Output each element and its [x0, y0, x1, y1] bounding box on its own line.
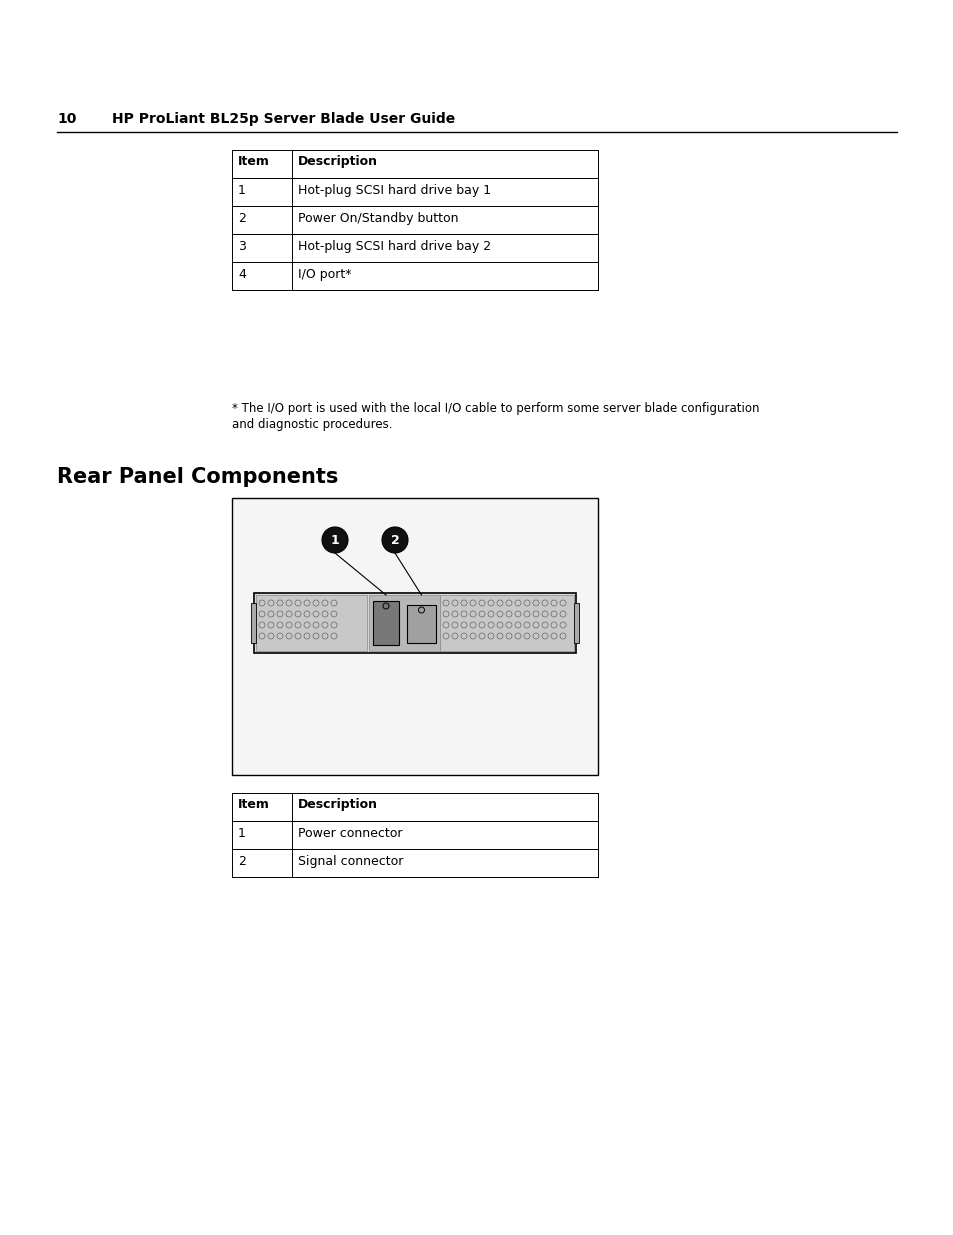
- Text: 2: 2: [237, 855, 246, 868]
- Bar: [255, 595, 367, 651]
- Text: 1: 1: [331, 534, 339, 547]
- Bar: [232, 498, 598, 776]
- Text: 1: 1: [237, 827, 246, 840]
- Text: 1: 1: [237, 184, 246, 198]
- Text: Power connector: Power connector: [297, 827, 402, 840]
- Bar: [253, 593, 576, 653]
- Bar: [369, 595, 439, 651]
- Bar: [574, 603, 578, 643]
- Text: HP ProLiant BL25p Server Blade User Guide: HP ProLiant BL25p Server Blade User Guid…: [112, 112, 455, 126]
- Text: 3: 3: [237, 240, 246, 253]
- Text: Rear Panel Components: Rear Panel Components: [57, 467, 338, 487]
- Bar: [407, 605, 436, 643]
- Text: Description: Description: [297, 798, 377, 811]
- Text: Power On/Standby button: Power On/Standby button: [297, 212, 458, 225]
- Text: * The I/O port is used with the local I/O cable to perform some server blade con: * The I/O port is used with the local I/…: [232, 403, 759, 415]
- Text: Item: Item: [237, 798, 270, 811]
- Bar: [373, 601, 398, 645]
- Text: 4: 4: [237, 268, 246, 282]
- Text: 2: 2: [237, 212, 246, 225]
- Text: Description: Description: [297, 156, 377, 168]
- Text: 2: 2: [390, 534, 399, 547]
- Bar: [251, 603, 255, 643]
- Text: Hot-plug SCSI hard drive bay 1: Hot-plug SCSI hard drive bay 1: [297, 184, 491, 198]
- Bar: [439, 595, 574, 651]
- Text: Signal connector: Signal connector: [297, 855, 403, 868]
- Text: Hot-plug SCSI hard drive bay 2: Hot-plug SCSI hard drive bay 2: [297, 240, 491, 253]
- Text: I/O port*: I/O port*: [297, 268, 351, 282]
- Circle shape: [322, 527, 348, 553]
- Text: Item: Item: [237, 156, 270, 168]
- Text: and diagnostic procedures.: and diagnostic procedures.: [232, 417, 392, 431]
- Text: 10: 10: [57, 112, 76, 126]
- Circle shape: [381, 527, 408, 553]
